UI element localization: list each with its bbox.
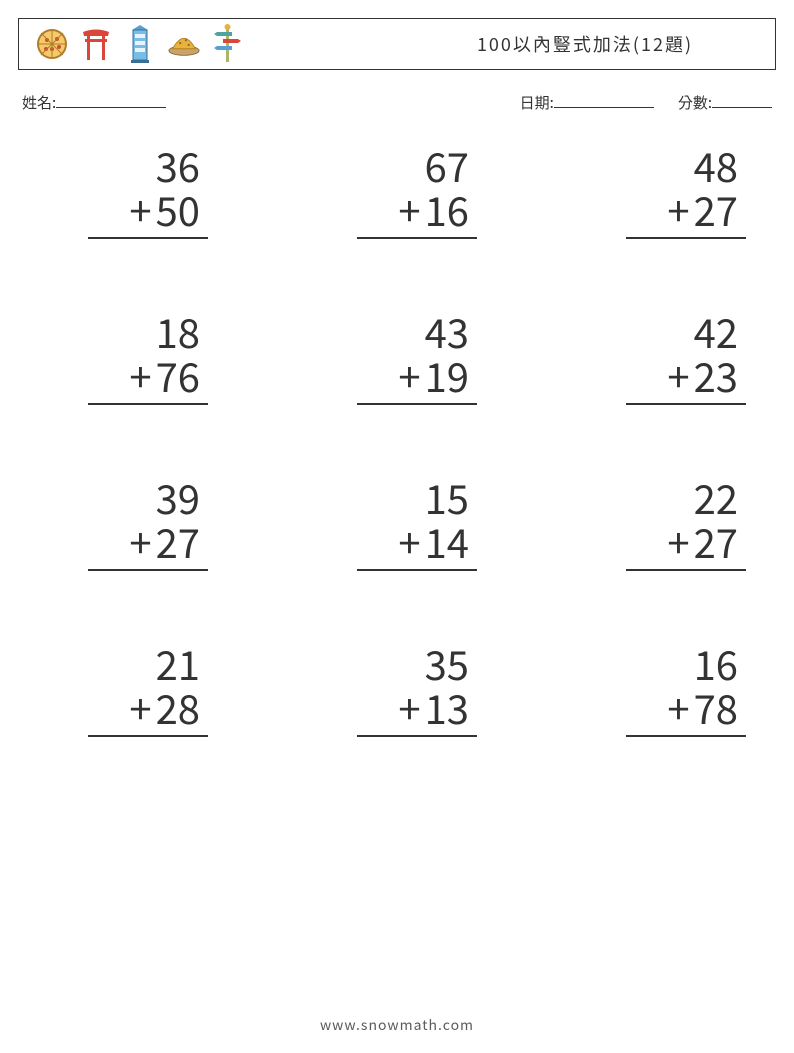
answer-rule (88, 569, 208, 571)
problem: 39 +27 (48, 475, 208, 571)
operator: + (667, 685, 689, 729)
addend-bottom: 14 (425, 519, 469, 563)
answer-rule (88, 735, 208, 737)
name-blank (56, 93, 166, 108)
problem: 15 +14 (317, 475, 477, 571)
operator: + (667, 353, 689, 397)
addend-bottom: 27 (694, 187, 738, 231)
answer-rule (626, 735, 746, 737)
addend-bottom: 78 (694, 685, 738, 729)
dish-icon (167, 25, 201, 63)
answer-rule (626, 569, 746, 571)
answer-rule (626, 237, 746, 239)
signpost-icon (211, 25, 245, 63)
problem: 22 +27 (586, 475, 746, 571)
problem: 48 +27 (586, 143, 746, 239)
answer-rule (88, 237, 208, 239)
problem-grid: 36 +50 67 +16 48 +27 18 +76 43 (18, 143, 776, 737)
footer-url: www.snowmath.com (0, 1015, 794, 1035)
tower-icon (123, 25, 157, 63)
operator: + (667, 519, 689, 563)
addend-bottom: 27 (694, 519, 738, 563)
date-blank (554, 93, 654, 108)
addend-bottom: 23 (694, 353, 738, 397)
addend-bottom: 76 (156, 353, 200, 397)
score-blank (712, 93, 772, 108)
operator: + (667, 187, 689, 231)
operator: + (398, 353, 420, 397)
header-box: 100以內豎式加法(12題) (18, 18, 776, 70)
torii-icon (79, 25, 113, 63)
addend-bottom: 27 (156, 519, 200, 563)
problem-row: 39 +27 15 +14 22 +27 (48, 475, 746, 571)
addend-bottom: 50 (156, 187, 200, 231)
problem-row: 36 +50 67 +16 48 +27 (48, 143, 746, 239)
pizza-icon (35, 25, 69, 63)
problem-row: 18 +76 43 +19 42 +23 (48, 309, 746, 405)
operator: + (129, 187, 151, 231)
header-icons (29, 25, 245, 63)
problem: 16+78 (586, 641, 746, 737)
answer-rule (88, 403, 208, 405)
problem: 43 +19 (317, 309, 477, 405)
name-label: 姓名: (22, 92, 56, 113)
operator: + (129, 353, 151, 397)
problem: 36 +50 (48, 143, 208, 239)
addend-bottom: 28 (156, 685, 200, 729)
problem-row: 21 +28 35 +13 16+78 (48, 641, 746, 737)
answer-rule (626, 403, 746, 405)
problem: 67 +16 (317, 143, 477, 239)
addend-bottom: 13 (425, 685, 469, 729)
score-label: 分數: (678, 92, 712, 113)
problem: 18 +76 (48, 309, 208, 405)
operator: + (398, 685, 420, 729)
answer-rule (357, 569, 477, 571)
operator: + (398, 519, 420, 563)
worksheet-title: 100以內豎式加法(12題) (245, 31, 765, 57)
operator: + (129, 685, 151, 729)
operator: + (129, 519, 151, 563)
answer-rule (357, 237, 477, 239)
info-line: 姓名: 日期: 分數: (18, 92, 776, 113)
addend-bottom: 19 (425, 353, 469, 397)
date-label: 日期: (520, 92, 554, 113)
answer-rule (357, 403, 477, 405)
addend-bottom: 16 (425, 187, 469, 231)
problem: 35 +13 (317, 641, 477, 737)
answer-rule (357, 735, 477, 737)
operator: + (398, 187, 420, 231)
problem: 42 +23 (586, 309, 746, 405)
problem: 21 +28 (48, 641, 208, 737)
